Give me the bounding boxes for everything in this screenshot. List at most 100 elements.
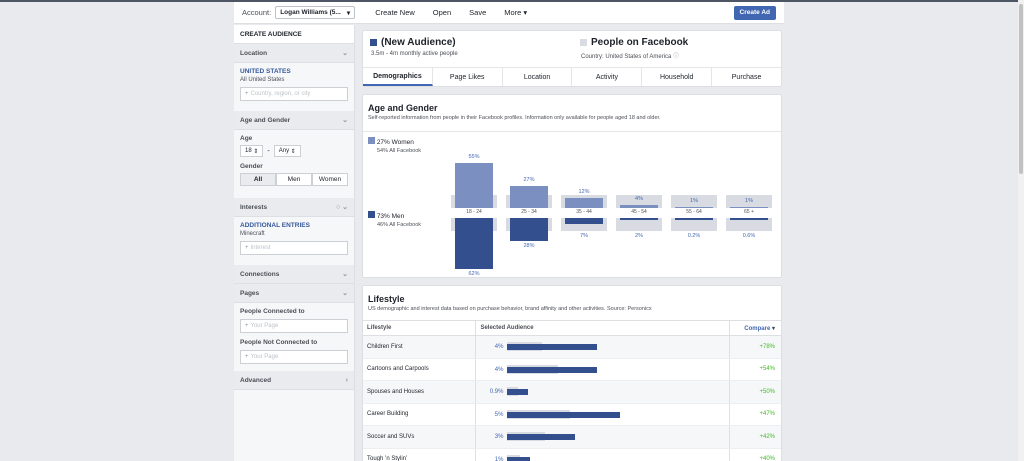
selected-audience-cell: 4% [476,358,731,380]
info-icon[interactable]: ⓘ [673,54,680,60]
audience-color-swatch [370,39,377,46]
tab-purchase[interactable]: Purchase [731,73,762,81]
women-bar[interactable] [455,162,493,208]
lifestyle-percent: 4% [494,366,504,373]
age-from-select[interactable]: 18 ⇕ [240,145,264,157]
women-legend: 27% Women 54% All Facebook [368,137,421,154]
account-select[interactable]: Logan Williams (5... ▾ [275,6,356,19]
audience-title: (New Audience) [381,37,456,48]
table-row[interactable]: Children First 4% +78% [363,336,781,359]
compare-value: +54% [759,366,775,373]
plus-icon: + [245,245,249,251]
chevron-down-icon: ⌄ [342,50,348,57]
page-scrollbar[interactable] [1018,0,1024,461]
pages-section[interactable]: Pages ⌄ [234,284,354,303]
save-button[interactable]: Save [469,8,487,17]
table-row[interactable]: Cartoons and Carpools 4% +54% [363,358,781,381]
plus-icon: + [245,354,249,360]
compare-sort-button[interactable]: Compare ▾ [730,325,781,332]
compare-bar-upper [726,195,772,208]
main-content: (New Audience) 3.5m - 4m monthly active … [362,30,782,461]
men-value-label: 7% [580,233,588,239]
age-range-label: 35 - 44 [576,209,592,215]
men-legend: 73% Men 46% All Facebook [368,211,421,228]
age-to-select[interactable]: Any ⇕ [273,145,301,157]
compare-bar-lower [726,218,772,231]
men-bar[interactable] [510,218,548,241]
men-bar[interactable] [730,218,768,220]
tab-household[interactable]: Household [642,68,713,86]
lifestyle-desc: US demographic and interest data based o… [368,306,652,312]
women-label: 27% Women [376,139,414,146]
selected-audience-cell: 3% [476,426,731,448]
advanced-label: Advanced [240,376,272,384]
women-bar[interactable] [620,204,658,208]
top-stripe [0,0,1024,2]
audience-bar [507,411,620,418]
age-gender-title: Age and Gender [368,103,438,113]
connections-section[interactable]: Connections ⌄ [234,265,354,284]
location-input[interactable]: + Country, region, or city [240,87,348,101]
men-value-label: 2% [635,233,643,239]
lifestyle-percent: 3% [494,434,504,440]
women-bar[interactable] [510,185,548,208]
tab-location[interactable]: Location [503,68,573,86]
tab-activity[interactable]: Activity [572,68,643,86]
lifestyle-name: Cartoons and Carpools [363,358,477,380]
connected-page-input[interactable]: + Your Page [240,319,348,333]
chevron-down-icon: ⌄ [342,290,348,297]
scrollbar-thumb[interactable] [1019,4,1023,174]
table-row[interactable]: Spouses and Houses 0.9% +50% [363,381,781,404]
create-new-button[interactable]: Create New [375,8,415,17]
gender-label: Gender [240,163,263,170]
age-to-value: Any [278,148,290,154]
compare-value: +78% [759,343,775,350]
table-row[interactable]: Career Building 5% +47% [363,403,781,426]
interest-input[interactable]: + Interest [240,241,348,255]
chevron-down-icon: ▾ [346,9,351,17]
table-row[interactable]: Tough ’n Stylin’ 1% +40% [363,448,781,461]
plus-icon: + [245,323,249,329]
tab-demographics[interactable]: Demographics [363,68,433,86]
location-placeholder: Country, region, or city [250,91,311,97]
women-color-swatch [368,137,375,144]
account-value: Logan Williams (5... [280,9,341,16]
audience-bar [507,389,528,395]
create-ad-button[interactable]: Create Ad [733,6,776,20]
column-selected-audience: Selected Audience [476,321,731,335]
women-bar[interactable] [675,206,713,208]
women-bar[interactable] [730,206,768,208]
location-section[interactable]: Location ⌄ [234,44,354,63]
compare-bar-lower [671,218,717,231]
tab-page-likes[interactable]: Page Likes [433,68,503,86]
lifestyle-name: Soccer and SUVs [363,426,477,448]
gender-men-button[interactable]: Men [276,173,312,186]
gender-women-button[interactable]: Women [312,173,348,186]
women-value-label: 12% [578,189,590,196]
interests-section[interactable]: Interests ○ ⌄ [234,198,354,217]
lifestyle-title: Lifestyle [368,294,405,304]
column-compare: Compare [744,325,771,332]
men-bar[interactable] [565,218,603,224]
men-value-label: 62% [468,270,480,277]
table-row[interactable]: Soccer and SUVs 3% +42% [363,426,781,449]
men-bar[interactable] [455,218,493,269]
men-bar[interactable] [620,218,658,220]
gender-all-button[interactable]: All [240,173,276,186]
connections-label: Connections [240,270,280,278]
age-range-label: 18 - 24 [466,209,482,215]
women-bar[interactable] [565,198,603,208]
age-gender-desc: Self-reported information from people in… [368,115,661,121]
open-button[interactable]: Open [432,8,452,17]
advanced-section[interactable]: Advanced › [234,371,354,390]
compare-country-text: Country: United States of America [581,54,672,60]
lifestyle-table-header: Lifestyle Selected Audience Compare ▾ [363,320,781,336]
chevron-updown-icon: ⇕ [253,148,259,155]
lifestyle-name: Spouses and Houses [363,381,477,403]
more-menu-button[interactable]: More ▾ [504,8,528,17]
age-gender-section[interactable]: Age and Gender ⌄ [234,111,354,130]
men-bar[interactable] [675,218,713,220]
selected-audience-cell: 5% [476,403,731,425]
selected-audience-cell: 1% [476,448,731,461]
not-connected-page-input[interactable]: + Your Page [240,350,348,364]
